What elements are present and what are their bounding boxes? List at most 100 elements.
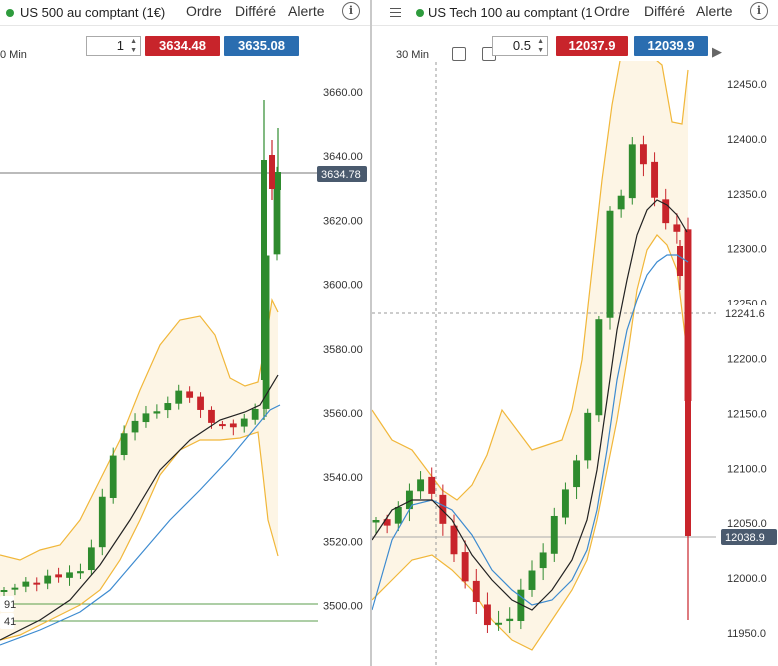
timeframe-selector[interactable]: 0 Min [0,49,27,61]
order-menu[interactable]: Ordre [594,3,630,19]
bollinger-lower-line [0,431,279,641]
candle-body [517,589,525,622]
bollinger-band-fill [0,300,278,640]
candle-body [175,390,183,404]
price-axis-tick: 12150.0 [727,408,767,420]
candle-body [131,420,139,433]
quantity-stepper[interactable]: 1 ▲ ▼ [86,36,141,56]
candle-body [273,173,281,255]
candle-body [66,572,73,578]
candle-body [142,413,150,423]
candle-body [22,581,30,587]
calculator-icon[interactable] [452,47,466,61]
price-axis [716,62,778,666]
bollinger-band-fill [372,40,688,650]
price-axis [318,62,370,666]
candle-body [677,246,683,276]
price-axis-tick: 12000.0 [727,573,767,585]
candle-body [550,515,558,554]
sell-button[interactable]: 3634.48 [145,36,220,56]
candle-body [186,391,194,398]
menu-icon[interactable] [390,8,401,17]
price-axis-tick: 3640.00 [323,151,363,163]
chevron-down-icon[interactable]: ▼ [130,47,137,54]
price-axis-tick: 11950.0 [727,628,766,640]
price-axis-tick: 12200.0 [727,354,767,366]
candle-body [33,582,41,585]
alert-menu[interactable]: Alerte [696,3,733,19]
market-open-indicator [6,9,14,17]
candle-body [197,396,204,410]
candle-body [229,423,237,428]
price-chart[interactable]: 3660.00 3640.00 3620.00 3600.00 3580.00 3560.… [0,0,370,666]
price-axis-tick: 3500.00 [323,601,363,613]
price-axis-tick: 3540.00 [323,472,363,484]
trade-toolbar: 0 Min 1 ▲ ▼ 3634.48 3635.08 [0,27,370,61]
candle-body [662,199,670,224]
candle-body [673,224,681,232]
moving-average-fast [372,199,688,611]
position-level-tag: 91 [4,599,16,611]
bollinger-upper-line [0,298,279,561]
candle-body [450,525,458,555]
candle-body [372,520,380,523]
info-icon[interactable]: i [750,2,768,20]
candle-body [153,411,161,414]
current-price-tag: 12038.9 [725,532,765,544]
candle-body [561,489,569,518]
current-price-tag-bg [317,166,367,182]
candle-body [219,424,226,427]
candle-body [595,319,603,416]
bollinger-lower-line [372,234,689,651]
info-icon[interactable]: i [342,2,360,20]
price-axis-tick: 12050.0 [727,518,767,530]
candle-body [275,172,281,190]
quantity-value: 0.5 [512,38,531,53]
current-price-tag-bg [721,529,777,545]
candle-body [109,455,117,498]
chart-panel-us500: 3660.00 3640.00 3620.00 3600.00 3580.00 3560.… [0,0,370,666]
candle-body [44,575,52,584]
deferred-order-menu[interactable]: Différé [644,3,685,19]
candle-body [261,160,267,380]
price-axis-tick: 12450.0 [727,79,767,91]
price-chart[interactable]: 12450.012400.012350.012300.012250.012200… [372,0,778,666]
timeframe-selector[interactable]: 30 Min [396,49,430,61]
next-icon[interactable]: ▶ [712,44,722,59]
crosshair-price-tag: 12241.6 [725,308,765,320]
alert-menu[interactable]: Alerte [288,3,325,19]
chevron-down-icon[interactable]: ▼ [537,47,544,54]
candle-body [584,412,592,461]
order-menu[interactable]: Ordre [186,3,222,19]
candle-body [269,155,275,189]
sell-button[interactable]: 12037.9 [556,36,628,56]
candle-body [240,418,248,427]
moving-average-slow [372,254,689,611]
panel-divider[interactable] [370,0,372,666]
chart-header: US 500 au comptant (1€) Ordre Différé Al… [0,0,370,26]
buy-button[interactable]: 3635.08 [224,36,299,56]
chevron-up-icon[interactable]: ▲ [130,38,137,45]
candle-body [55,574,62,578]
candle-body [628,144,636,199]
price-axis-tick: 12300.0 [727,244,767,256]
chevron-up-icon[interactable]: ▲ [537,38,544,45]
candle-body [439,494,447,524]
order-level-tag-bg [0,613,14,629]
candle-body [77,571,84,574]
buy-button[interactable]: 12039.9 [634,36,708,56]
candle-body [461,552,469,582]
price-axis-tick: 3660.00 [323,87,363,99]
candle-body [87,547,95,571]
candle-body [120,433,128,456]
candle-body [428,476,436,494]
moving-average-slow [0,404,281,646]
market-open-indicator [416,9,424,17]
price-axis-tick: 3620.00 [323,215,363,227]
candle-body [639,144,647,165]
deferred-order-menu[interactable]: Différé [235,3,276,19]
quantity-stepper[interactable]: 0.5 ▲ ▼ [492,36,548,56]
price-axis-tick: 3600.00 [323,280,363,292]
price-axis-tick: 12100.0 [727,463,767,475]
candle-body [405,490,413,510]
